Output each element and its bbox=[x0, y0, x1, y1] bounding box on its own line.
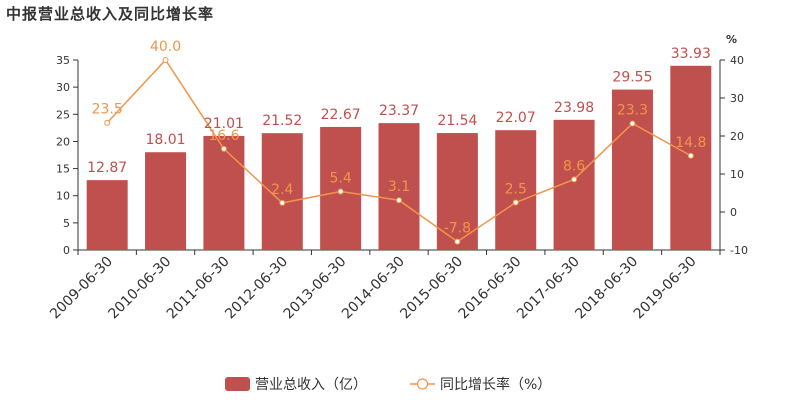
bar-value-label: 18.01 bbox=[145, 132, 185, 148]
bar-value-label: 23.98 bbox=[554, 100, 594, 116]
bar-value-label: 23.37 bbox=[379, 103, 419, 119]
line-value-label: -7.8 bbox=[444, 221, 471, 237]
bar bbox=[203, 135, 245, 250]
y-right-tick-label: -10 bbox=[730, 244, 748, 257]
bar-value-label: 33.93 bbox=[671, 46, 711, 62]
line-value-label: 23.3 bbox=[617, 102, 648, 118]
bar-value-label: 29.55 bbox=[612, 70, 652, 86]
y-right-tick-label: 10 bbox=[730, 168, 744, 181]
x-tick-label: 2019-06-30 bbox=[631, 254, 700, 323]
bar-value-label: 21.01 bbox=[204, 116, 244, 132]
line-point bbox=[396, 197, 402, 204]
y-right-tick-label: 20 bbox=[730, 130, 744, 143]
legend-bar-swatch bbox=[225, 377, 250, 391]
bar bbox=[378, 123, 420, 250]
line-value-label: 40.0 bbox=[150, 39, 181, 55]
line-value-label: 2.5 bbox=[505, 182, 527, 198]
line-value-label: 5.4 bbox=[330, 170, 352, 186]
line-value-label: 2.4 bbox=[271, 182, 293, 198]
line-value-label: 14.8 bbox=[675, 135, 706, 151]
line-value-label: 23.5 bbox=[92, 102, 123, 118]
bar bbox=[436, 133, 478, 250]
line-point bbox=[512, 199, 519, 206]
y-left-tick-label: 25 bbox=[56, 108, 70, 121]
bar bbox=[320, 126, 362, 250]
line-point bbox=[337, 188, 344, 195]
line-point bbox=[162, 57, 169, 63]
line-point bbox=[220, 145, 227, 152]
chart-title: 中报营业总收入及同比增长率 bbox=[6, 5, 215, 23]
bar bbox=[261, 133, 303, 250]
legend[interactable]: 营业总收入（亿） 同比增长率（%） bbox=[225, 376, 551, 393]
bar bbox=[611, 89, 653, 250]
line-value-label: 8.6 bbox=[563, 158, 585, 174]
y-left-tick-label: 0 bbox=[63, 244, 70, 257]
line-point bbox=[629, 120, 636, 127]
y-right-unit-label: % bbox=[726, 33, 737, 46]
line-value-label: 3.1 bbox=[388, 179, 410, 195]
data-labels: 12.87 18.01 21.01 21.52 22.67 23.37 21.54 22.07… bbox=[87, 39, 711, 237]
y-right-tick-label: 40 bbox=[730, 54, 744, 67]
bar-value-label: 12.87 bbox=[87, 160, 127, 176]
line-point bbox=[687, 152, 694, 159]
legend-line-marker bbox=[416, 378, 429, 390]
y-left-tick-label: 30 bbox=[56, 81, 70, 94]
bar-value-label: 22.07 bbox=[496, 110, 536, 126]
y-right-tick-label: 0 bbox=[730, 206, 737, 219]
bar bbox=[145, 152, 187, 250]
y-left-tick-label: 20 bbox=[56, 135, 70, 148]
line-series bbox=[104, 57, 694, 245]
bar bbox=[86, 180, 128, 250]
bar bbox=[495, 130, 537, 250]
y-left-tick-label: 10 bbox=[56, 190, 70, 203]
bar-series bbox=[86, 65, 712, 251]
line-point bbox=[104, 119, 111, 126]
line-point bbox=[279, 199, 286, 206]
bar-value-label: 21.52 bbox=[262, 113, 302, 129]
line-point bbox=[571, 176, 578, 183]
y-left-tick-label: 35 bbox=[56, 54, 70, 67]
legend-line-label: 同比增长率（%） bbox=[440, 376, 551, 393]
y-left-tick-label: 15 bbox=[56, 163, 70, 176]
line-value-label: 16.6 bbox=[208, 128, 239, 144]
y-right-tick-label: 30 bbox=[730, 92, 744, 105]
legend-bar-label: 营业总收入（亿） bbox=[255, 377, 367, 393]
bar-value-label: 21.54 bbox=[437, 113, 477, 129]
bar-value-label: 22.67 bbox=[321, 107, 361, 123]
y-left-tick-label: 5 bbox=[63, 217, 70, 230]
line-point bbox=[454, 238, 461, 245]
